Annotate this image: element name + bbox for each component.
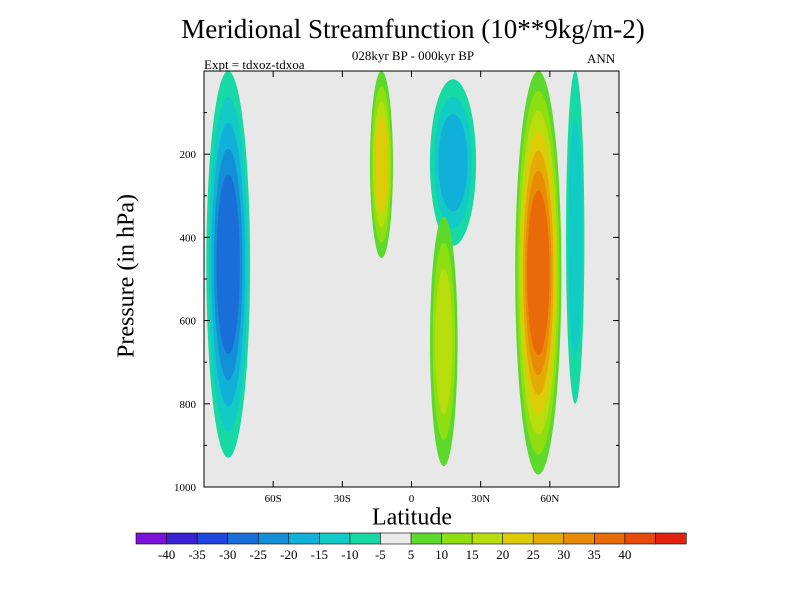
contour-region (568, 118, 583, 356)
y-tick-label: 800 (180, 399, 197, 411)
colorbar-label: 15 (466, 547, 479, 562)
colorbar-label: 30 (557, 547, 570, 562)
contour-region (527, 190, 550, 356)
axes: 60S 30S 0 30N 60N 200 400 600 800 1000 (174, 71, 619, 505)
colorbar-label: -20 (280, 547, 297, 562)
y-tick-label: 1000 (174, 482, 197, 494)
colorbar-label: -35 (188, 547, 205, 562)
colorbar-label: -10 (341, 547, 358, 562)
colorbar-box (227, 532, 259, 545)
x-axis-label: Latitude (372, 504, 452, 531)
colorbar-box (563, 532, 595, 545)
colorbar-label: -30 (219, 547, 236, 562)
colorbar-label: 10 (435, 547, 448, 562)
colorbar-box (471, 532, 504, 545)
contour-region (216, 174, 240, 355)
experiment-annotation: Expt = tdxoz-tdxoa (204, 57, 305, 72)
contour-region (435, 268, 453, 415)
x-tick-label: 60N (540, 493, 559, 505)
colorbar-box (532, 532, 565, 545)
colorbar-box (380, 532, 412, 545)
colorbar-label: 5 (408, 547, 415, 562)
colorbar: -40 -35 -30 -25 -20 -15 -10 -5 5 10 15 20 25 30 35 40 (135, 532, 687, 562)
y-tick-label: 400 (180, 232, 197, 244)
colorbar-box (624, 532, 657, 545)
contour-region (374, 116, 389, 213)
y-tick-label: 600 (180, 316, 197, 328)
x-tick-label: 0 (409, 493, 415, 505)
colorbar-box (441, 532, 473, 545)
colorbar-box (349, 532, 382, 545)
colorbar-label: -40 (158, 547, 175, 562)
colorbar-label: -5 (375, 547, 386, 562)
contour-region (438, 114, 468, 211)
colorbar-label: 35 (588, 547, 601, 562)
colorbar-label: 25 (527, 547, 540, 562)
season-annotation: ANN (587, 51, 616, 66)
colorbar-box (655, 532, 687, 545)
colorbar-box (410, 532, 443, 545)
colorbar-box (135, 532, 168, 545)
chart-title: Meridional Streamfunction (10**9kg/m-2) (181, 14, 645, 44)
contour-fields (206, 71, 585, 475)
x-tick-label: 30N (471, 493, 490, 505)
colorbar-box (319, 532, 351, 545)
colorbar-label: 40 (618, 547, 631, 562)
chart-subtitle: 028kyr BP - 000kyr BP (351, 48, 475, 63)
colorbar-box (288, 532, 320, 545)
colorbar-box (196, 532, 229, 545)
colorbar-label: -25 (250, 547, 267, 562)
colorbar-box (502, 532, 534, 545)
colorbar-box (594, 532, 626, 545)
colorbar-box (257, 532, 290, 545)
colorbar-box (166, 532, 198, 545)
colorbar-label: 20 (496, 547, 509, 562)
colorbar-label: -15 (311, 547, 328, 562)
x-tick-label: 60S (265, 493, 282, 505)
y-tick-label: 200 (180, 149, 197, 161)
x-tick-label: 30S (334, 493, 351, 505)
